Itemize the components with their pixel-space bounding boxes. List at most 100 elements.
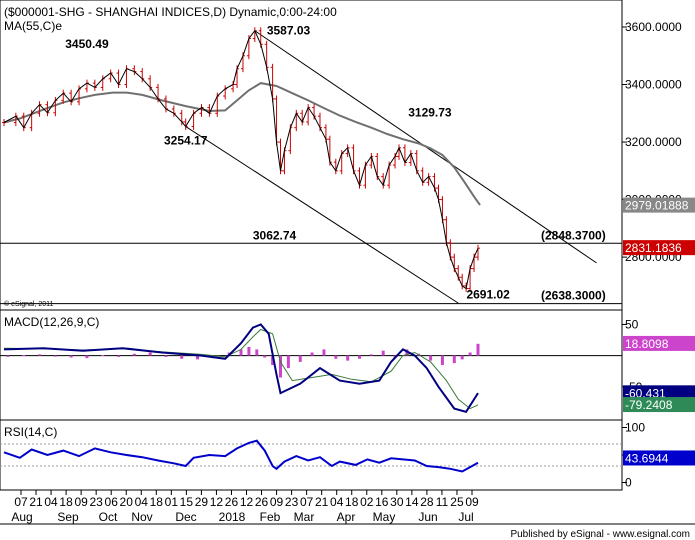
macd-lines <box>3 323 479 413</box>
price-y-ticks: 3600.00003400.00003200.00003000.00002800… <box>622 20 682 264</box>
macd-histogram-bar <box>148 352 152 356</box>
macd-badge-bg <box>623 335 695 351</box>
ma-line <box>3 82 481 206</box>
macd-histogram-bar <box>22 355 26 357</box>
macd-histogram-bar <box>85 355 89 359</box>
price-annotation-label: 3587.03 <box>267 24 311 38</box>
x-tick-label: 04 <box>135 495 149 509</box>
x-tick-label: 18 <box>150 495 164 509</box>
x-month-label: May <box>373 510 396 524</box>
x-tick-label: 06 <box>105 495 119 509</box>
price-badge: 2831.1836 <box>625 241 682 255</box>
x-month-label: Sep <box>57 510 79 524</box>
x-tick-label: 01 <box>165 495 179 509</box>
macd-histogram-bar <box>263 355 267 358</box>
x-tick-label: 18 <box>59 495 73 509</box>
price-panel: ($000001-SHG - SHANGHAI INDICES,D) Dynam… <box>0 0 695 490</box>
x-axis: 07 21 04 18 09 23 06 20 04 18 01 15 29 12 26 12 26 09 23 07… <box>11 490 479 524</box>
x-month-label: Jul <box>458 510 473 524</box>
price-badge-bg <box>623 240 695 256</box>
x-tick-label: 21 <box>29 495 43 509</box>
rsi-badge: 43.6944 <box>625 451 669 465</box>
x-tick-label: 25 <box>450 495 464 509</box>
macd-histogram-bar <box>381 350 385 356</box>
price-annotation-label: 2691.02 <box>466 287 510 301</box>
price-annotation-label: 3062.74 <box>253 229 297 243</box>
macd-histogram-bar <box>196 355 200 360</box>
price-annotation-label: (2848.3700) <box>541 228 606 242</box>
macd-histogram-bar <box>6 355 10 357</box>
macd-histogram-bar <box>358 355 361 359</box>
x-tick-label: 28 <box>420 495 434 509</box>
macd-histogram-bar <box>429 355 433 361</box>
x-tick-label: 23 <box>89 495 103 509</box>
x-tick-label: 23 <box>285 495 299 509</box>
x-tick-label: 26 <box>255 495 269 509</box>
x-tick-label: 04 <box>330 495 344 509</box>
macd-histogram-bar <box>38 354 42 356</box>
x-month-label: Nov <box>131 510 152 524</box>
macd-histogram-bar <box>310 352 314 356</box>
x-tick-label: 15 <box>180 495 194 509</box>
x-month-label: Aug <box>11 510 32 524</box>
x-tick-label: 09 <box>74 495 88 509</box>
x-month-label: Dec <box>175 510 196 524</box>
x-tick-label: 09 <box>270 495 284 509</box>
macd-histogram-bar <box>286 355 290 369</box>
macd-histogram-bar <box>164 355 168 357</box>
rsi-label: RSI(14,C) <box>4 425 57 439</box>
x-tick-label: 11 <box>436 495 449 509</box>
x-month-label: Jun <box>418 510 437 524</box>
x-tick-label: 07 <box>300 495 314 509</box>
x-tick-label: 12 <box>210 495 224 509</box>
macd-line <box>3 323 479 413</box>
macd-histogram-bar <box>69 355 73 358</box>
macd-histogram-bar <box>476 343 480 356</box>
macd-histogram-bar <box>440 355 444 365</box>
macd-histogram-bar <box>322 349 326 356</box>
macd-histogram-bar <box>334 355 338 359</box>
price-badge-bg <box>623 197 695 213</box>
macd-histogram-bar <box>279 355 282 378</box>
macd-histogram-bar <box>298 355 302 362</box>
macd-label: MACD(12,26,9,C) <box>4 315 99 329</box>
x-tick-label: 14 <box>405 495 419 509</box>
macd-histogram-bar <box>247 346 251 356</box>
macd-histogram-bar <box>468 352 472 356</box>
macd-badges: 18.8098 -60.431-79.2408 <box>623 335 695 413</box>
x-tick-label: 07 <box>14 495 28 509</box>
ma-label: MA(55,C)e <box>4 19 62 33</box>
x-tick-label: 30 <box>390 495 404 509</box>
macd-badge: -60.431 <box>625 386 666 400</box>
price-badges: 2979.01888 2831.1836 <box>623 197 695 256</box>
x-tick-label: 29 <box>195 495 209 509</box>
x-tick-label: 20 <box>120 495 134 509</box>
macd-histogram-bar <box>346 355 350 361</box>
macd-histogram-bar <box>132 353 136 356</box>
x-tick-label: 12 <box>240 495 254 509</box>
rsi-panel: RSI(14,C) 100500 43.6944 <box>0 419 695 491</box>
price-tick-label: 3600.0000 <box>625 20 682 34</box>
price-tick-label: 3200.0000 <box>625 135 682 149</box>
rsi-lines <box>3 439 479 473</box>
x-month-label: Apr <box>337 510 356 524</box>
trend-channel-line <box>185 126 459 304</box>
x-tick-label: 02 <box>360 495 374 509</box>
macd-histogram-bar <box>255 349 259 356</box>
macd-badge-bg <box>623 397 695 413</box>
macd-histogram-bar <box>460 355 464 360</box>
macd-histogram-bar <box>271 355 275 365</box>
x-month-label: Feb <box>260 510 281 524</box>
price-annotations: 3587.03 3450.49 3254.17 3062.74 3129.73 (2848… <box>65 24 605 303</box>
macd-histogram-bar <box>369 354 373 356</box>
price-annotation-label: 3450.49 <box>65 37 109 51</box>
macd-badge: 18.8098 <box>625 337 669 351</box>
rsi-badge-bg <box>623 450 695 466</box>
macd-histogram-bar <box>101 355 105 357</box>
price-annotation-label: 3129.73 <box>408 105 452 119</box>
macd-tick-label: 50 <box>625 317 639 331</box>
price-close-line <box>3 29 479 290</box>
x-tick-label: 18 <box>345 495 359 509</box>
price-lines <box>0 27 622 305</box>
